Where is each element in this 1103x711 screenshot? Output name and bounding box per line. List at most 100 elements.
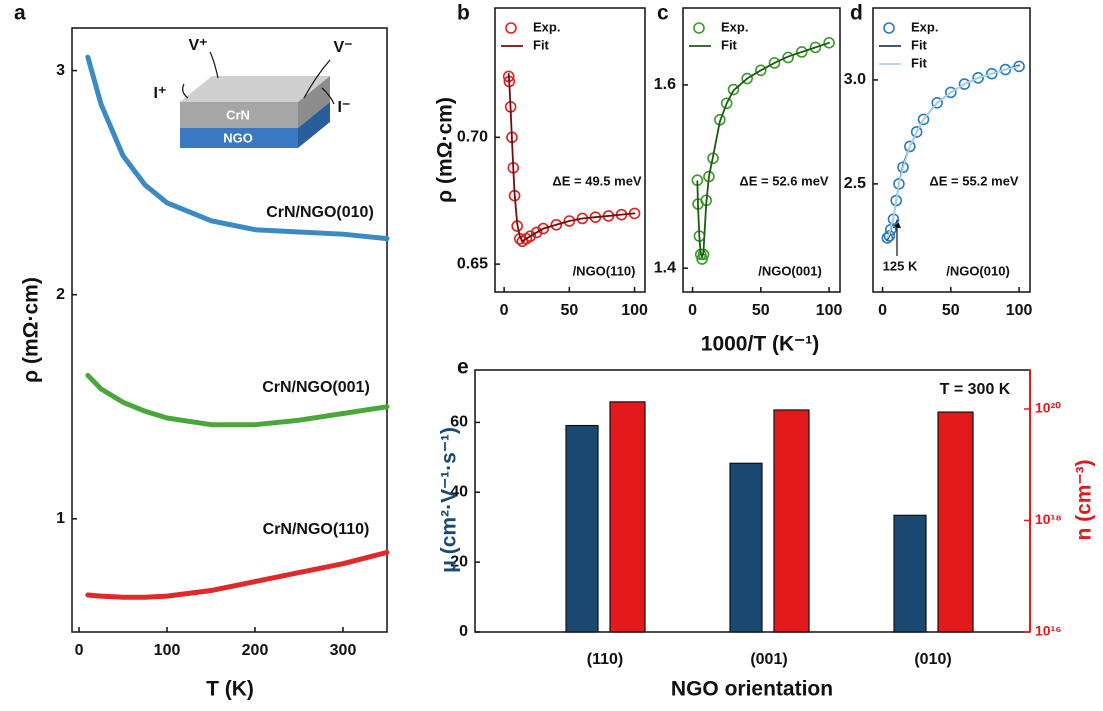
- annotation: 125 K: [883, 258, 918, 273]
- data-point: [782, 51, 794, 64]
- x-tick-label: 50: [752, 302, 770, 319]
- data-point: [931, 97, 943, 109]
- wire: [321, 87, 335, 105]
- x-tick-label: 100: [816, 302, 843, 319]
- x-tick-label: 300: [330, 642, 357, 659]
- data-point: [972, 72, 984, 84]
- series-line: [507, 73, 636, 243]
- x-tick-label: 50: [942, 302, 960, 319]
- series-line: [85, 549, 390, 600]
- inset-label: V⁺: [188, 37, 207, 54]
- legend-label: Fit: [911, 55, 928, 70]
- inset-label: CrN: [226, 107, 250, 122]
- series-label: CrN/NGO(001): [262, 379, 370, 396]
- data-point: [563, 215, 576, 227]
- wire: [182, 83, 189, 99]
- data-point: [945, 86, 957, 99]
- series-label: CrN/NGO(110): [263, 521, 370, 538]
- x-tick-label: 0: [688, 302, 697, 319]
- plot-frame: [494, 7, 646, 293]
- film-top: [180, 76, 330, 102]
- annotation: ΔE = 52.6 meV: [739, 173, 829, 188]
- y-tick-label: 20: [450, 553, 468, 570]
- legend-label: Exp.: [533, 19, 560, 34]
- bar: [609, 401, 646, 633]
- legend-label: Exp.: [911, 19, 938, 34]
- data-point: [999, 63, 1012, 76]
- data-point: [727, 83, 740, 96]
- y-tick-label: 2: [56, 286, 65, 303]
- x-axis-label: 1000/T (K⁻¹): [701, 333, 819, 356]
- inset-label: V⁻: [333, 39, 352, 56]
- x-axis-label: T (K): [206, 678, 254, 701]
- annotation: ΔE = 49.5 meV: [552, 173, 642, 188]
- legend-marker: [505, 22, 517, 34]
- ngo-layer: [180, 128, 298, 148]
- crn-side: [298, 76, 330, 128]
- annotation: ΔE = 55.2 meV: [929, 173, 1019, 188]
- y-tick-label: 1.4: [654, 259, 676, 276]
- inset-label: NGO: [223, 130, 253, 145]
- inset-label: I⁺: [154, 85, 167, 102]
- bar: [937, 411, 974, 633]
- data-point: [904, 140, 916, 153]
- data-point: [524, 230, 537, 243]
- series-line: [696, 41, 830, 259]
- plot-frame: [682, 7, 841, 293]
- y-axis-label: μ (cm²·V⁻¹·s⁻¹): [438, 427, 461, 573]
- y-tick-label: 0: [459, 623, 468, 640]
- data-point: [823, 37, 835, 49]
- series-line: [85, 372, 390, 428]
- legend-label: Fit: [911, 37, 928, 52]
- y-axis-label: ρ (mΩ·cm): [20, 277, 43, 383]
- data-point: [768, 57, 781, 69]
- annotation: /NGO(110): [573, 263, 636, 278]
- bar: [893, 514, 927, 633]
- x-axis-label: NGO orientation: [671, 678, 833, 701]
- panel-label: b: [457, 2, 470, 25]
- x-tick-label: 200: [242, 642, 269, 659]
- panel-label: e: [457, 356, 469, 379]
- x-tick-label: 0: [878, 302, 887, 319]
- x-tick-label: 100: [1006, 302, 1033, 319]
- legend-label: Fit: [533, 37, 550, 52]
- inset-diagram: [180, 51, 335, 148]
- annotation: T = 300 K: [940, 381, 1011, 398]
- y-tick-label: 40: [450, 483, 468, 500]
- bar: [565, 424, 599, 633]
- crn-layer: [180, 102, 298, 128]
- x-tick-label: (001): [750, 651, 787, 668]
- x-tick-label: 100: [154, 642, 181, 659]
- y2-tick-label: 10¹⁸: [1035, 511, 1062, 527]
- x-tick-label: (010): [914, 651, 951, 668]
- annotation: /NGO(010): [946, 263, 1010, 278]
- annotation: /NGO(001): [758, 263, 822, 278]
- data-point: [795, 46, 808, 58]
- data-point: [550, 219, 563, 231]
- plot-frame: [71, 27, 388, 633]
- data-point: [530, 226, 543, 239]
- y-tick-label: 3.0: [844, 71, 866, 88]
- y-tick-label: 2.5: [844, 175, 866, 192]
- y2-tick-label: 10¹⁶: [1035, 623, 1062, 639]
- y-tick-label: 1: [56, 510, 65, 527]
- data-point: [985, 67, 998, 80]
- panel-label: a: [14, 2, 26, 25]
- y-axis-label: ρ (mΩ·cm): [434, 97, 457, 203]
- legend-marker: [883, 22, 895, 34]
- y2-axis-label: n (cm⁻³): [1073, 459, 1096, 540]
- bar: [773, 409, 810, 633]
- wire: [303, 59, 331, 99]
- data-point: [741, 72, 753, 85]
- inset-label: I⁻: [338, 99, 351, 116]
- series-label: CrN/NGO(010): [266, 204, 374, 221]
- x-tick-label: 0: [75, 642, 84, 659]
- y-tick-label: 0.65: [457, 255, 488, 272]
- ngo-side: [298, 102, 330, 148]
- panel-label: d: [850, 2, 863, 25]
- data-point: [809, 41, 822, 54]
- wire: [209, 51, 219, 79]
- y-tick-label: 1.6: [654, 76, 676, 93]
- x-tick-label: 0: [500, 302, 509, 319]
